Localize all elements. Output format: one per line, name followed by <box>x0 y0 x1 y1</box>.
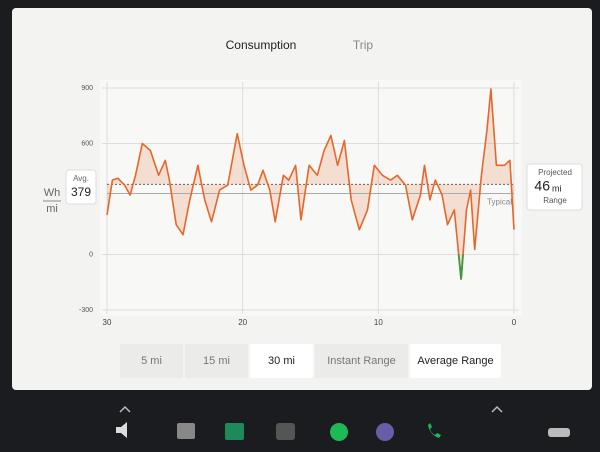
y-tick-label: 900 <box>81 85 93 92</box>
range-button[interactable] <box>315 344 408 378</box>
range-button-label[interactable]: Instant Range <box>327 355 396 367</box>
x-tick-label: 30 <box>103 318 112 327</box>
plot-area <box>100 80 522 316</box>
avg-box <box>65 169 97 205</box>
unit-top: Wh <box>44 187 61 199</box>
range-button-label[interactable]: 5 mi <box>141 355 162 367</box>
negative-line <box>457 254 464 280</box>
projected-unit: mi <box>552 183 562 193</box>
area-fill <box>107 89 514 280</box>
x-tick-label: 10 <box>374 318 383 327</box>
phone-icon[interactable] <box>428 423 441 438</box>
x-tick-label: 20 <box>238 318 247 327</box>
typical-label: Typical <box>487 198 512 207</box>
projected-value: 46 <box>534 178 550 194</box>
y-tick-label: 600 <box>81 140 93 147</box>
x-tick-label: 0 <box>512 318 517 327</box>
range-button-label[interactable]: 30 mi <box>268 355 295 367</box>
avg-value: 379 <box>71 185 91 199</box>
range-button[interactable] <box>250 344 313 378</box>
projected-caption: Range <box>543 196 567 205</box>
projected-box <box>526 163 583 211</box>
calendar-icon[interactable] <box>177 423 195 439</box>
car-icon[interactable] <box>548 428 570 437</box>
unit-bottom: mi <box>46 203 58 215</box>
range-button-label[interactable]: 15 mi <box>203 355 230 367</box>
avg-label: Avg. <box>73 174 89 183</box>
camera-icon[interactable] <box>376 423 394 441</box>
tab-trip[interactable]: Trip <box>353 38 374 52</box>
volume-icon[interactable] <box>116 422 127 438</box>
projected-label: Projected <box>538 168 572 177</box>
spotify-icon[interactable] <box>330 423 348 441</box>
y-tick-label: 0 <box>89 251 93 258</box>
apps-icon[interactable] <box>276 423 295 440</box>
range-button[interactable] <box>120 344 183 378</box>
range-button-label[interactable]: Average Range <box>417 355 493 367</box>
chevron[interactable] <box>119 405 131 413</box>
energy-icon[interactable] <box>225 423 244 440</box>
range-button[interactable] <box>410 344 501 378</box>
range-button[interactable] <box>185 344 248 378</box>
y-tick-label: -300 <box>79 307 93 314</box>
taskbar <box>0 390 600 452</box>
chevron[interactable] <box>491 405 503 413</box>
tab-consumption[interactable]: Consumption <box>226 38 297 52</box>
